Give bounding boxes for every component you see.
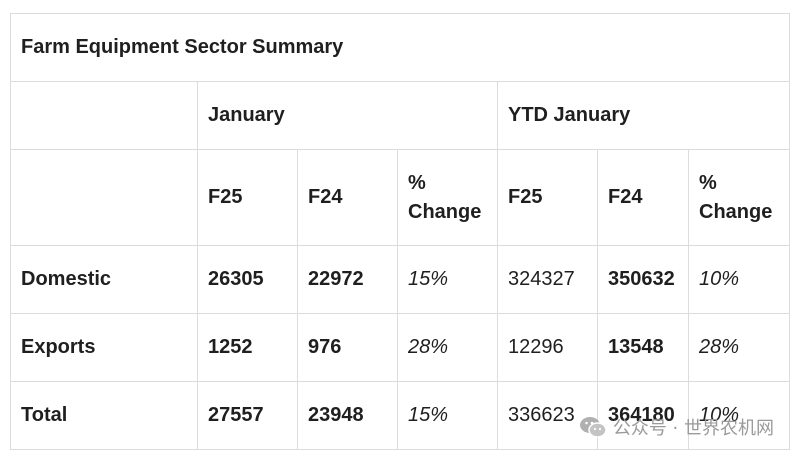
column-header: F25 (197, 149, 298, 246)
row-label: Total (10, 381, 198, 450)
table-cell: 10% (687, 245, 791, 314)
table-cell: 26305 (197, 245, 298, 314)
row-label: Domestic (10, 245, 198, 314)
table-cell: 28% (397, 313, 498, 382)
table-cell: 364180 (597, 381, 689, 450)
table-title: Farm Equipment Sector Summary (9, 13, 791, 82)
row-label: Exports (10, 313, 198, 382)
column-header: F24 (597, 149, 689, 246)
table-cell: 23948 (297, 381, 398, 450)
table-row: Domestic 26305 22972 15% 324327 350632 1… (10, 245, 791, 314)
column-header: F25 (497, 149, 598, 246)
empty-header-cell (10, 81, 198, 150)
table-cell: 976 (297, 313, 398, 382)
sector-summary-table: Farm Equipment Sector Summary January YT… (9, 13, 791, 450)
table-cell: 27557 (197, 381, 298, 450)
table-cell: 12296 (497, 313, 598, 382)
group-header-row: January YTD January (10, 81, 791, 150)
table-row: Total 27557 23948 15% 336623 364180 10% (10, 381, 791, 450)
table-cell: 13548 (597, 313, 689, 382)
group-header-ytd-january: YTD January (496, 81, 791, 150)
table-cell: 336623 (497, 381, 598, 450)
group-header-january: January (197, 81, 498, 150)
column-header: F24 (297, 149, 398, 246)
column-header: % Change (397, 149, 498, 246)
table-cell: 22972 (297, 245, 398, 314)
table-cell: 1252 (197, 313, 298, 382)
table-cell: 15% (397, 245, 498, 314)
table-row: Exports 1252 976 28% 12296 13548 28% (10, 313, 791, 382)
table-cell: 10% (687, 381, 791, 450)
table-cell: 28% (687, 313, 791, 382)
table-cell: 15% (397, 381, 498, 450)
table-cell: 350632 (597, 245, 689, 314)
table-title-row: Farm Equipment Sector Summary (9, 13, 791, 82)
empty-header-cell (10, 149, 198, 246)
column-header-row: F25 F24 % Change F25 F24 % Change (10, 149, 791, 246)
table-cell: 324327 (497, 245, 598, 314)
column-header: % Change (687, 149, 791, 246)
